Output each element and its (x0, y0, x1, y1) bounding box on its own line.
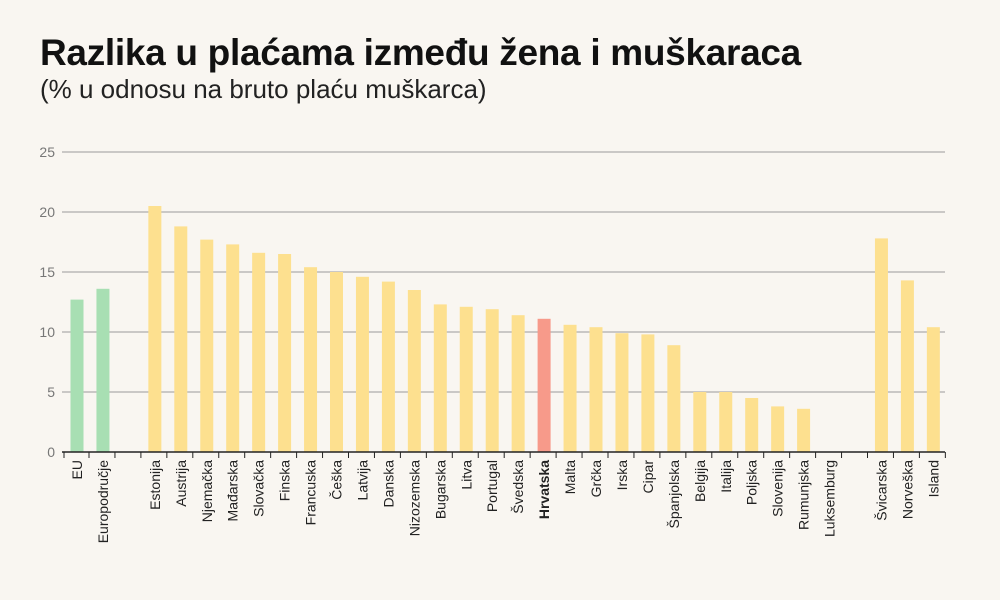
category-label-danska: Danska (380, 460, 396, 508)
bar-slovacka (252, 252, 266, 452)
category-label-svedska: Švedska (510, 460, 526, 514)
category-label-ceska: Češka (329, 460, 345, 500)
bar-belgija (693, 392, 707, 452)
category-label-italija: Italija (718, 460, 734, 493)
bar-svicarska (874, 238, 888, 452)
bar-eu (70, 299, 84, 452)
y-tick-label-20: 20 (39, 204, 55, 220)
bar-spanjolska (667, 345, 681, 452)
category-label-malta: Malta (562, 460, 578, 494)
category-label-luksemburg: Luksemburg (822, 460, 838, 537)
grid-layer (62, 151, 945, 393)
category-label-nizozemska: Nizozemska (406, 460, 422, 536)
category-label-njemacka: Njemačka (199, 460, 215, 522)
category-label-grcka: Grčka (588, 460, 604, 498)
bar-europodrucje (96, 288, 110, 452)
y-tick-label-5: 5 (47, 384, 55, 400)
bar-grcka (589, 327, 603, 452)
bar-malta (563, 324, 577, 452)
bar-svedska (511, 315, 525, 452)
bar-nizozemska (407, 290, 421, 452)
category-label-litva: Litva (458, 460, 474, 490)
axis-layer (62, 451, 946, 458)
category-label-eu: EU (69, 460, 85, 479)
bar-poljska (745, 398, 759, 452)
category-label-slovacka: Slovačka (251, 460, 267, 517)
category-label-irska: Irska (614, 460, 630, 491)
category-label-slovenija: Slovenija (770, 460, 786, 517)
category-label-svicarska: Švicarska (873, 460, 889, 521)
bar-norveska (900, 280, 914, 452)
bar-ceska (330, 272, 343, 452)
category-label-portugal: Portugal (484, 460, 500, 512)
category-label-estonija: Estonija (147, 460, 163, 510)
bar-layer (70, 206, 940, 452)
category-label-hrvatska: Hrvatska (536, 460, 552, 519)
bar-bugarska (433, 304, 447, 452)
bar-slovenija (771, 406, 785, 452)
category-label-latvija: Latvija (354, 460, 370, 501)
y-tick-label-10: 10 (39, 324, 55, 340)
bar-litva (459, 306, 473, 452)
bar-francuska (304, 267, 318, 452)
chart-subtitle: (% u odnosu na bruto plaću muškarca) (40, 74, 487, 104)
category-label-bugarska: Bugarska (432, 460, 448, 519)
bar-madarska (226, 244, 240, 452)
category-label-austrija: Austrija (173, 460, 189, 507)
bar-italija (719, 392, 733, 452)
bar-danska (381, 281, 395, 452)
category-label-belgija: Belgija (692, 460, 708, 502)
bar-finska (278, 254, 292, 452)
bar-cipar (641, 334, 655, 452)
bar-njemacka (200, 239, 214, 452)
bar-rumunjska (797, 408, 811, 452)
bar-hrvatska (537, 318, 551, 452)
category-label-francuska: Francuska (303, 460, 319, 526)
bar-estonija (148, 206, 162, 452)
y-tick-label-25: 25 (39, 144, 55, 160)
category-label-cipar: Cipar (640, 460, 656, 494)
category-label-poljska: Poljska (744, 460, 760, 505)
category-label-europodrucje: Europodručje (95, 460, 111, 543)
category-label-spanjolska: Španjolska (666, 460, 682, 529)
bar-austrija (174, 226, 188, 452)
chart-title: Razlika u plaćama između žena i muškarac… (40, 32, 801, 73)
bar-island (926, 327, 940, 452)
y-tick-label-0: 0 (47, 444, 55, 460)
label-layer: 0 5 10 15 20 25 EU Europodručje Estonija Austrija… (39, 144, 941, 543)
category-label-island: Island (925, 460, 941, 497)
bar-irska (615, 333, 629, 452)
bar-latvija (355, 276, 369, 452)
bar-portugal (485, 309, 499, 452)
category-label-norveska: Norveška (899, 460, 915, 519)
y-tick-label-15: 15 (39, 264, 55, 280)
category-label-finska: Finska (277, 460, 293, 501)
category-label-rumunjska: Rumunjska (796, 460, 812, 530)
category-label-madarska: Mađarska (225, 460, 241, 522)
